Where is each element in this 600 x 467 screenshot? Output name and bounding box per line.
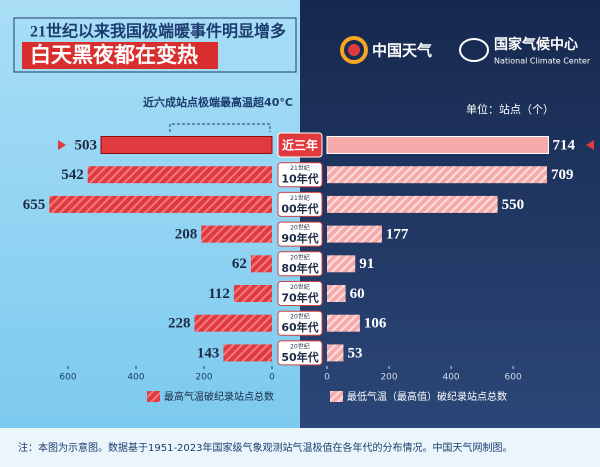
value-label: 655	[23, 197, 46, 213]
logo-icon	[340, 36, 368, 64]
bar	[327, 166, 547, 184]
bar	[87, 166, 272, 184]
x-tick-label: 400	[127, 373, 144, 383]
category-label: 近三年	[282, 138, 318, 153]
subtitle-bg	[22, 42, 218, 69]
x-tick-label: 400	[442, 373, 459, 383]
bar	[223, 344, 272, 362]
category-label: 10年代	[281, 172, 318, 186]
bar	[250, 255, 272, 273]
value-label: 112	[208, 286, 230, 302]
unit-label: 单位：站点（个）	[466, 102, 554, 116]
legend-label: 最低气温（最高值）破纪录站点总数	[347, 390, 507, 403]
night-bg	[300, 0, 600, 428]
legend-swatch	[147, 391, 160, 402]
x-tick-label: 600	[505, 373, 522, 383]
value-label: 91	[359, 256, 374, 272]
category-box	[277, 310, 323, 336]
annotation-bracket	[169, 123, 271, 132]
value-label: 709	[551, 167, 574, 183]
bar	[201, 225, 272, 243]
bar	[233, 285, 272, 302]
category-box	[277, 162, 323, 188]
legend-label: 最高气温破纪录站点总数	[164, 390, 274, 403]
value-label: 106	[364, 316, 387, 332]
category-box	[277, 191, 323, 217]
category-box	[277, 132, 323, 158]
bar	[327, 344, 344, 362]
note-bg	[0, 428, 600, 467]
bar	[49, 195, 272, 213]
value-label: 177	[386, 227, 409, 243]
category-label: 70年代	[281, 291, 318, 305]
bar	[327, 195, 498, 213]
logo-icon	[348, 44, 360, 56]
category-century: 20世纪	[290, 313, 310, 321]
value-label: 714	[553, 137, 576, 153]
category-box	[277, 340, 323, 366]
legend-swatch	[330, 391, 343, 402]
bar	[326, 136, 550, 154]
note: 注：本图为示意图。数据基于1951-2023年国家级气象观测站气温极值在各年代的…	[18, 441, 513, 454]
value-label: 60	[350, 286, 365, 302]
bar	[327, 285, 346, 302]
x-tick-label: 200	[380, 373, 397, 383]
category-century: 20世纪	[290, 224, 310, 232]
value-label: 228	[168, 316, 191, 332]
bar	[100, 136, 273, 154]
bar	[327, 255, 356, 273]
x-tick-label: 600	[59, 373, 76, 383]
bar	[327, 314, 360, 332]
title: 21世纪以来我国极端暖事件明显增多	[30, 22, 286, 41]
category-label: 80年代	[281, 261, 318, 275]
x-tick-label: 0	[269, 373, 275, 383]
value-label: 550	[502, 197, 525, 213]
category-century: 20世纪	[290, 253, 310, 261]
category-century: 20世纪	[290, 283, 310, 291]
category-box	[277, 221, 323, 247]
title-frame	[13, 17, 297, 73]
highlight-arrow	[586, 140, 594, 150]
x-tick-label: 0	[324, 373, 330, 383]
value-label: 208	[175, 227, 198, 243]
value-label: 143	[197, 345, 220, 361]
category-century: 21世纪	[290, 164, 310, 172]
logo-text: 国家气候中心	[494, 36, 578, 53]
category-label: 90年代	[281, 231, 318, 245]
category-label: 60年代	[281, 320, 318, 334]
category-century: 20世纪	[290, 342, 310, 350]
annotation: 近六成站点极端最高温超40°C	[143, 95, 293, 109]
logo-text-en: National Climate Center	[494, 57, 591, 66]
bar	[327, 225, 382, 243]
category-box	[277, 251, 323, 277]
bar	[194, 314, 272, 332]
value-label: 53	[347, 345, 362, 361]
category-box	[277, 281, 323, 306]
x-tick-label: 200	[195, 373, 212, 383]
subtitle: 白天黑夜都在变热	[30, 43, 198, 67]
category-label: 50年代	[281, 350, 318, 364]
highlight-arrow	[58, 140, 66, 150]
logo-icon	[459, 38, 489, 62]
value-label: 503	[74, 137, 97, 153]
value-label: 62	[232, 256, 247, 272]
category-century: 21世纪	[290, 194, 310, 202]
value-label: 542	[61, 167, 84, 183]
logo-text: 中国天气	[372, 42, 432, 60]
category-label: 00年代	[281, 201, 318, 215]
